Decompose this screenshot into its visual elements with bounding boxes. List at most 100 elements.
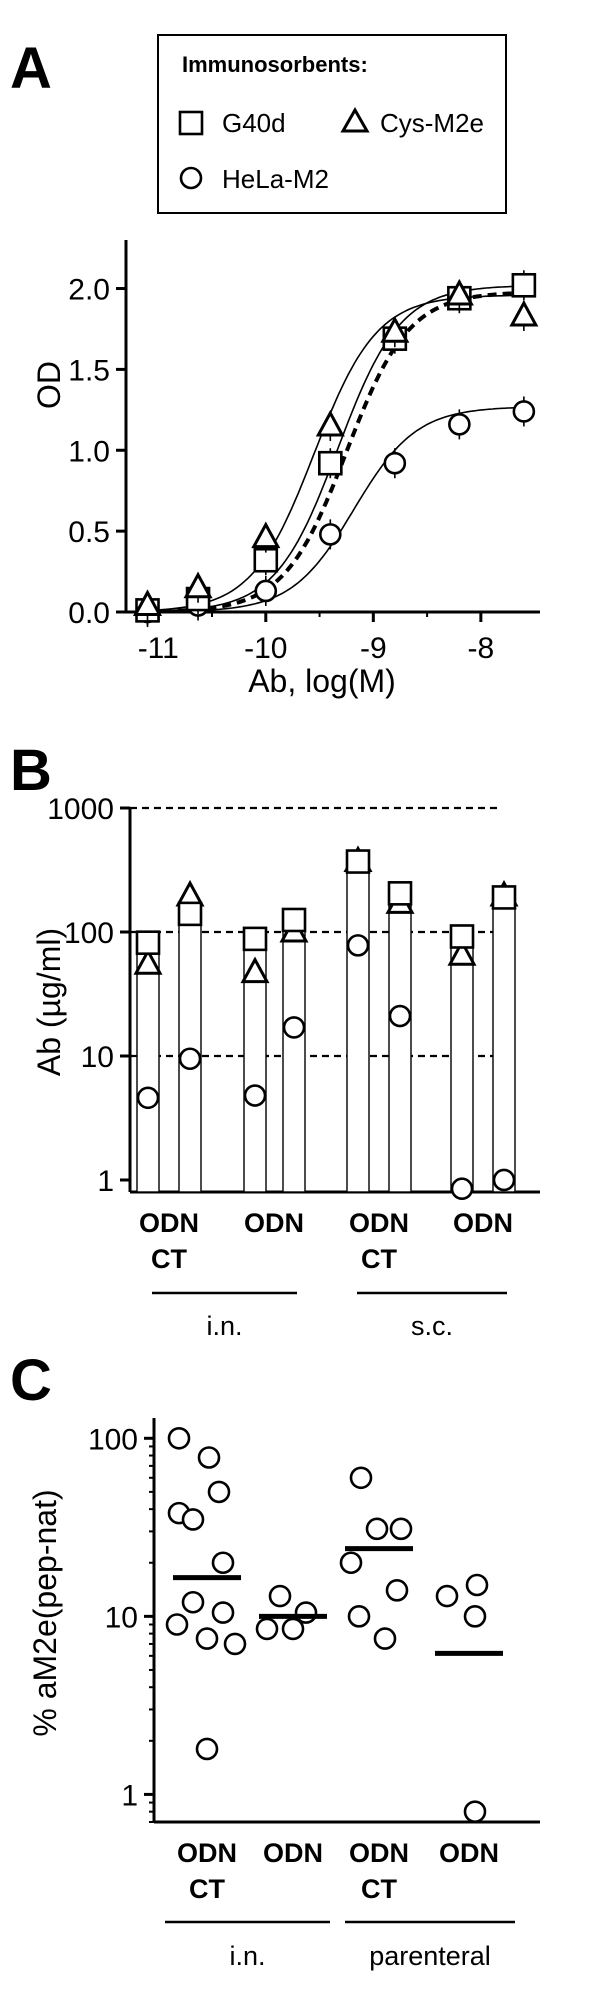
point-triangle: [380, 316, 410, 343]
point-triangle: [132, 589, 163, 617]
point-circle: [211, 1601, 235, 1624]
panel-label-c: C: [10, 1348, 52, 1413]
point-circle: [463, 1605, 487, 1628]
point-triangle: [251, 521, 281, 549]
group-label-b: ODN: [349, 1208, 409, 1238]
y-axis-label-c: % aM2e(pep-nat): [27, 1489, 63, 1736]
y-tick-label-b: 10: [81, 1041, 114, 1074]
point-triangle: [183, 571, 213, 599]
point-circle: [268, 1584, 292, 1608]
group-label-c: ODN: [177, 1838, 237, 1868]
point-circle: [181, 1590, 205, 1614]
point-triangle: [240, 956, 270, 984]
legend-label-g40d: G40d: [222, 108, 286, 138]
y-tick-label-a: 0.0: [68, 597, 110, 630]
bar: [282, 919, 306, 1193]
point-square: [281, 907, 307, 933]
bar: [136, 941, 160, 1193]
chart-b: 1 10 100 1000 ODN CT ODN ODN CT ODN i.n. s.c.: [47, 793, 540, 1341]
route-label-c: parenteral: [369, 1941, 491, 1971]
y-tick-label-c: 10: [105, 1601, 138, 1634]
y-tick-label-b: 1: [97, 1165, 114, 1198]
group-label-b: ODN: [244, 1208, 304, 1238]
point-circle: [165, 1613, 189, 1636]
legend-entry-hela-m2: HeLa-M2: [179, 164, 329, 194]
point-circle: [389, 1517, 413, 1541]
point-circle: [181, 1508, 205, 1531]
point-circle: [178, 1047, 202, 1071]
point-circle: [223, 1632, 247, 1656]
point-square: [318, 450, 343, 476]
legend-box: Immunosorbents: G40d Cys-M2e HeLa-M2: [157, 34, 507, 214]
point-circle: [255, 1617, 279, 1641]
point-square: [387, 881, 413, 906]
point-square: [449, 924, 475, 949]
x-tick-label-a: -8: [468, 632, 495, 665]
point-circle: [512, 400, 536, 423]
point-circle: [243, 1084, 267, 1107]
legend-entry-cys-m2e: Cys-M2e: [340, 106, 484, 138]
x-tick-label-a: -11: [138, 632, 179, 665]
group-sublabel-b: CT: [151, 1244, 187, 1274]
point-circle: [254, 579, 278, 603]
panel-label-b: B: [10, 738, 52, 803]
y-tick-label-a: 1.0: [68, 435, 110, 468]
point-circle: [349, 1466, 373, 1490]
point-circle: [435, 1584, 459, 1608]
chart-c: 1 10 100 ODN CT ODN ODN CT ODN i.n. parenteral: [88, 1418, 540, 1971]
route-label-b: s.c.: [411, 1311, 453, 1341]
point-circle: [347, 1605, 371, 1628]
bar: [388, 892, 412, 1193]
point-circle: [448, 413, 471, 436]
legend-label-hela-m2: HeLa-M2: [222, 164, 329, 194]
group-label-b: ODN: [139, 1208, 199, 1238]
point-circle: [373, 1627, 397, 1650]
bar: [450, 935, 474, 1193]
group-sublabel-b: CT: [361, 1244, 397, 1274]
y-axis-label-a: OD: [31, 361, 67, 409]
group-label-c: ODN: [349, 1838, 409, 1868]
bar: [492, 896, 516, 1193]
point-circle: [282, 1016, 306, 1039]
point-circle: [195, 1627, 219, 1650]
point-circle: [167, 1426, 191, 1450]
x-tick-label-a: -9: [360, 632, 387, 665]
legend-circle-marker: [179, 166, 203, 190]
point-square: [135, 930, 161, 955]
y-tick-label-c: 100: [88, 1423, 138, 1456]
legend-entry-g40d: G40d: [178, 108, 286, 138]
point-triangle: [447, 939, 477, 966]
legend-triangle-marker: [340, 106, 370, 133]
fit-curve-circle: [147, 406, 524, 613]
y-tick-label-a: 1.5: [68, 354, 110, 387]
y-axis-label-b: Ab (µg/ml): [31, 928, 67, 1076]
point-circle: [281, 1617, 305, 1641]
point-square: [511, 272, 537, 298]
point-square: [177, 901, 203, 927]
group-sublabel-c: CT: [361, 1874, 397, 1904]
point-square: [242, 926, 268, 952]
y-tick-label-c: 1: [121, 1779, 138, 1812]
point-circle: [388, 1004, 412, 1028]
y-tick-label-b: 1000: [47, 793, 114, 826]
route-label-c: i.n.: [229, 1941, 265, 1971]
point-square: [345, 849, 371, 874]
x-axis-label-a: Ab, log(M): [248, 663, 396, 699]
point-circle: [211, 1551, 235, 1575]
point-circle: [385, 1579, 409, 1602]
y-tick-label-a: 0.5: [68, 516, 110, 549]
point-circle: [195, 1737, 219, 1761]
point-circle: [346, 934, 370, 957]
point-circle: [463, 1800, 487, 1823]
panel-label-a: A: [10, 36, 52, 101]
group-label-c: ODN: [263, 1838, 323, 1868]
route-label-b: i.n.: [206, 1311, 242, 1341]
point-circle: [450, 1177, 474, 1201]
y-tick-label-a: 2.0: [68, 274, 110, 307]
group-label-c: ODN: [439, 1838, 499, 1868]
point-circle: [136, 1086, 160, 1110]
legend-title: Immunosorbents:: [182, 52, 368, 77]
legend-label-cys-m2e: Cys-M2e: [380, 108, 484, 138]
x-tick-label-a: -10: [244, 632, 287, 665]
